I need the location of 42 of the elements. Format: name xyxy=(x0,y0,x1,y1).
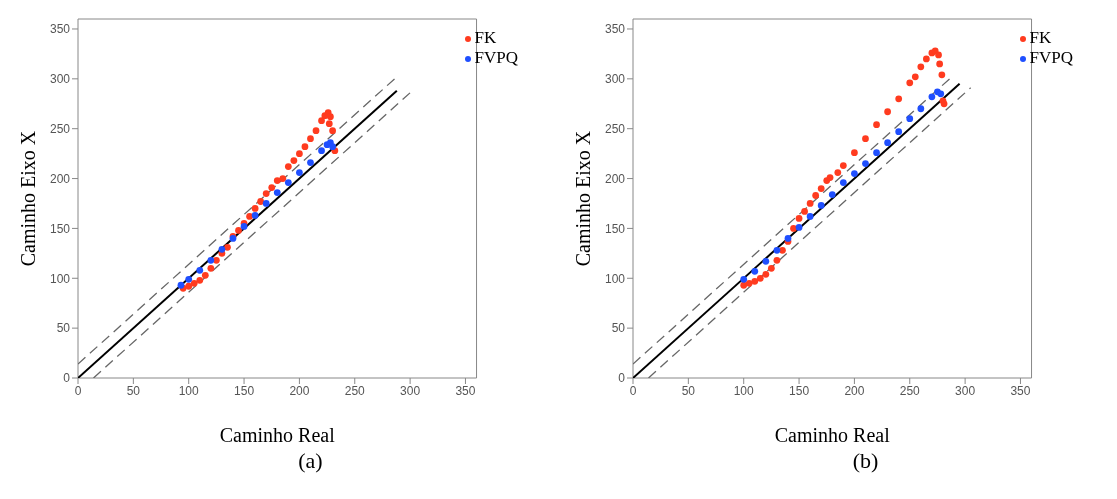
x-tick-label: 0 xyxy=(74,383,82,398)
y-tick-label: 200 xyxy=(604,171,626,186)
y-tick-label: 100 xyxy=(49,271,71,286)
x-tick-label: 100 xyxy=(178,383,200,398)
x-tick-label: 0 xyxy=(629,383,637,398)
legend-label: FVPQ xyxy=(474,48,518,67)
y-tick-label: 150 xyxy=(49,221,71,236)
x-tick-label: 100 xyxy=(733,383,755,398)
y-tick-label: 250 xyxy=(49,121,71,136)
y-tick-label: 300 xyxy=(49,72,71,87)
y-axis-title: Caminho Eixo X xyxy=(572,130,595,267)
x-tick-label: 350 xyxy=(1010,383,1031,398)
y-tick-label: 0 xyxy=(618,371,626,386)
y-tick-label: 50 xyxy=(611,321,626,336)
legend-label: FK xyxy=(474,28,497,47)
x-tick-label: 200 xyxy=(844,383,865,398)
y-tick-label: 150 xyxy=(604,221,626,236)
y-tick-label: 100 xyxy=(604,271,626,286)
x-axis-title: Caminho Real xyxy=(219,424,336,447)
x-tick-label: 200 xyxy=(289,383,310,398)
x-tick-label: 300 xyxy=(955,383,976,398)
y-tick-label: 300 xyxy=(604,72,626,87)
legend-label: FK xyxy=(1029,28,1052,47)
x-tick-label: 350 xyxy=(455,383,476,398)
y-tick-label: 350 xyxy=(49,22,71,37)
x-tick-label: 250 xyxy=(344,383,366,398)
y-axis-title: Caminho Eixo X xyxy=(17,130,40,267)
x-tick-label: 150 xyxy=(234,383,255,398)
x-tick-label: 250 xyxy=(899,383,921,398)
x-tick-label: 150 xyxy=(789,383,810,398)
text: (b) xyxy=(851,448,880,474)
y-tick-label: 200 xyxy=(49,171,71,186)
x-tick-label: 50 xyxy=(681,383,696,398)
x-axis-title: Caminho Real xyxy=(774,424,891,447)
y-tick-label: 250 xyxy=(604,121,626,136)
y-tick-label: 50 xyxy=(56,321,71,336)
x-tick-label: 50 xyxy=(126,383,141,398)
y-tick-label: 350 xyxy=(604,22,626,37)
text: (a) xyxy=(297,448,324,474)
legend-label: FVPQ xyxy=(1029,48,1073,67)
x-tick-label: 300 xyxy=(400,383,421,398)
y-tick-label: 0 xyxy=(63,371,71,386)
